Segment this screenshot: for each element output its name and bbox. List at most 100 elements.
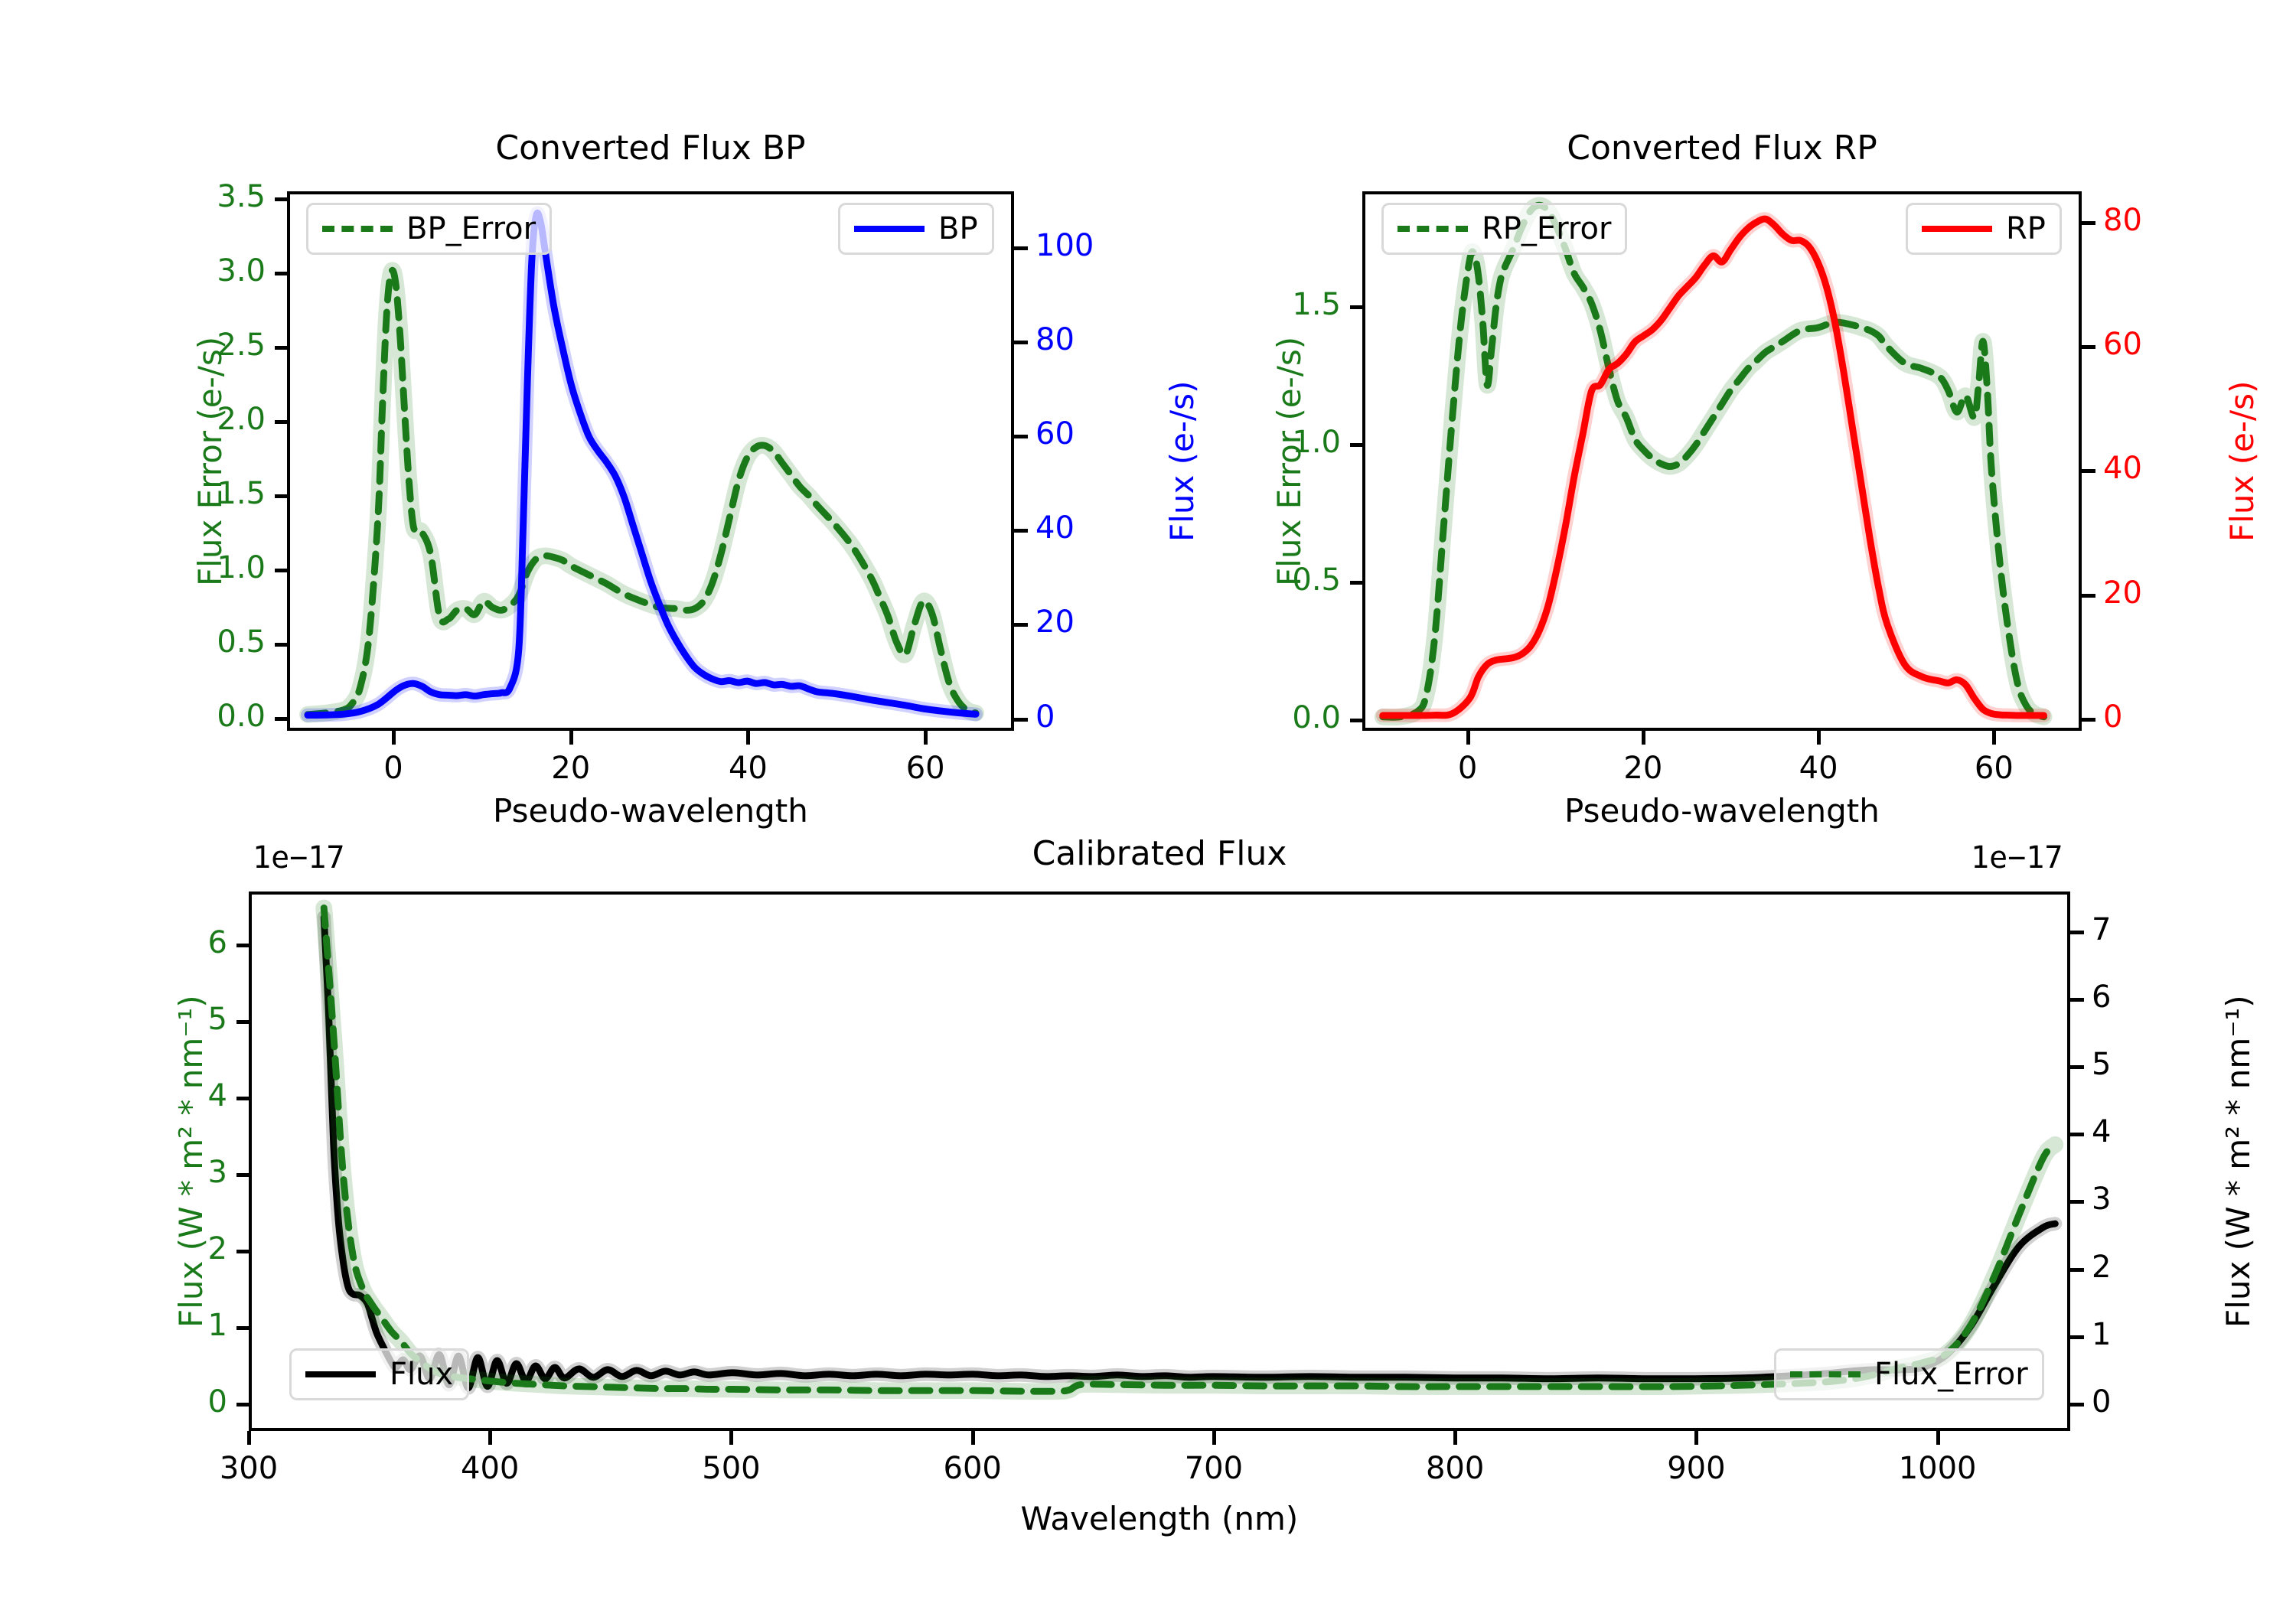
axis-tick-label: 2 xyxy=(2092,1249,2112,1285)
tick-mark xyxy=(2070,1335,2084,1339)
rp-legend-swatch-icon xyxy=(1922,226,1992,232)
bp-legend[interactable]: BP xyxy=(838,203,994,255)
axis-tick-label: 2 xyxy=(207,1231,227,1266)
rp-curves xyxy=(1374,197,2053,726)
axis-tick-label: 0.5 xyxy=(1292,562,1341,598)
cal-flux-error-legend-label: Flux_Error xyxy=(1874,1357,2028,1392)
tick-mark xyxy=(1350,718,1364,722)
axis-tick-label: 3.0 xyxy=(217,253,266,288)
tick-mark xyxy=(392,731,396,745)
tick-mark xyxy=(1466,731,1470,745)
axis-tick-label: 4 xyxy=(207,1078,227,1113)
rp-error-legend[interactable]: RP_Error xyxy=(1381,203,1628,255)
axis-tick-label: 300 xyxy=(219,1451,279,1486)
tick-mark xyxy=(1014,623,1028,627)
axis-tick-label: 20 xyxy=(551,751,591,786)
axis-tick-label: 7 xyxy=(2092,911,2112,947)
axis-tick-label: 20 xyxy=(1035,605,1075,641)
tick-mark xyxy=(1694,1431,1699,1445)
cal-right-axis-title: Flux (W * m² * nm⁻¹) xyxy=(2219,995,2257,1328)
bp-error-legend-swatch-icon xyxy=(322,226,393,232)
bp-error-legend-label: BP_Error xyxy=(406,211,536,246)
bp-error-legend[interactable]: BP_Error xyxy=(306,203,553,255)
tick-mark xyxy=(236,1403,250,1407)
tick-mark xyxy=(275,197,289,201)
tick-mark xyxy=(236,1097,250,1100)
rp-plot-area xyxy=(1362,191,2082,731)
axis-tick-label: 500 xyxy=(702,1451,761,1486)
tick-mark xyxy=(1936,1431,1940,1445)
tick-mark xyxy=(236,1173,250,1177)
axis-tick-label: 800 xyxy=(1425,1451,1485,1486)
axis-tick-label: 6 xyxy=(207,925,227,960)
axis-tick-label: 1.0 xyxy=(1292,424,1341,460)
axis-tick-label: 40 xyxy=(2103,451,2142,487)
tick-mark xyxy=(1014,341,1028,345)
tick-mark xyxy=(1992,731,1997,745)
axis-tick-label: 1 xyxy=(207,1308,227,1343)
tick-mark xyxy=(2082,345,2095,350)
tick-mark xyxy=(2070,930,2084,934)
tick-mark xyxy=(2070,998,2084,1002)
axis-tick-label: 60 xyxy=(2103,327,2142,363)
cal-x-axis-title: Wavelength (nm) xyxy=(1020,1500,1299,1537)
axis-tick-label: 1.0 xyxy=(217,550,266,586)
axis-tick-label: 4 xyxy=(2092,1114,2112,1150)
axis-tick-label: 0 xyxy=(1457,751,1478,786)
rp-legend[interactable]: RP xyxy=(1906,203,2062,255)
tick-mark xyxy=(2070,1267,2084,1272)
bp-left-axis-title: Flux Error (e-/s) xyxy=(191,336,229,586)
tick-mark xyxy=(275,717,289,722)
tick-mark xyxy=(2070,1402,2084,1407)
tick-mark xyxy=(236,944,250,947)
axis-tick-label: 6 xyxy=(2092,980,2112,1015)
tick-mark xyxy=(970,1431,975,1445)
axis-tick-label: 0.0 xyxy=(1292,699,1341,735)
tick-mark xyxy=(275,345,289,350)
tick-mark xyxy=(729,1431,734,1445)
axis-tick-label: 3.5 xyxy=(217,178,266,214)
tick-mark xyxy=(1350,580,1364,585)
axis-tick-label: 5 xyxy=(207,1002,227,1037)
axis-tick-label: 100 xyxy=(1035,227,1094,263)
axis-tick-label: 2.0 xyxy=(217,402,266,438)
axis-tick-label: 5 xyxy=(2092,1047,2112,1083)
cal-flux-legend[interactable]: Flux xyxy=(289,1348,470,1400)
bp-right-axis-title: Flux (e-/s) xyxy=(1163,380,1201,542)
tick-mark xyxy=(275,494,289,499)
cal-flux-error-legend-swatch-icon xyxy=(1790,1371,1861,1377)
axis-tick-label: 40 xyxy=(1799,751,1838,786)
axis-tick-label: 1.5 xyxy=(217,476,266,512)
tick-mark xyxy=(2070,1200,2084,1204)
axis-tick-label: 3 xyxy=(207,1155,227,1190)
axis-tick-label: 600 xyxy=(943,1451,1002,1486)
axis-tick-label: 2.5 xyxy=(217,327,266,363)
cal-right-offset-exponent: 1e−17 xyxy=(1971,840,2063,875)
tick-mark xyxy=(488,1431,493,1445)
axis-tick-label: 0 xyxy=(2092,1384,2112,1420)
bp-x-axis-title: Pseudo-wavelength xyxy=(493,792,808,830)
tick-mark xyxy=(2082,718,2095,722)
axis-tick-label: 0.0 xyxy=(217,699,266,735)
rp-right-axis-title: Flux (e-/s) xyxy=(2223,380,2261,542)
cal-flux-error-legend[interactable]: Flux_Error xyxy=(1774,1348,2044,1400)
tick-mark xyxy=(1014,246,1028,250)
tick-mark xyxy=(1212,1431,1216,1445)
rp-x-axis-title: Pseudo-wavelength xyxy=(1564,792,1880,830)
tick-mark xyxy=(275,643,289,647)
rp-panel-title: Converted Flux RP xyxy=(1567,129,1877,168)
tick-mark xyxy=(275,271,289,275)
bp-legend-swatch-icon xyxy=(854,226,925,232)
tick-mark xyxy=(1350,305,1364,310)
tick-mark xyxy=(275,420,289,425)
tick-mark xyxy=(569,731,573,745)
axis-tick-label: 1 xyxy=(2092,1316,2112,1352)
bp-plot-area xyxy=(287,191,1014,731)
axis-tick-label: 3 xyxy=(2092,1182,2112,1217)
bp-panel-title: Converted Flux BP xyxy=(495,129,806,168)
rp-legend-label: RP xyxy=(2006,211,2046,246)
cal-flux-legend-swatch-icon xyxy=(305,1371,376,1377)
tick-mark xyxy=(236,1250,250,1253)
axis-tick-label: 900 xyxy=(1667,1451,1726,1486)
